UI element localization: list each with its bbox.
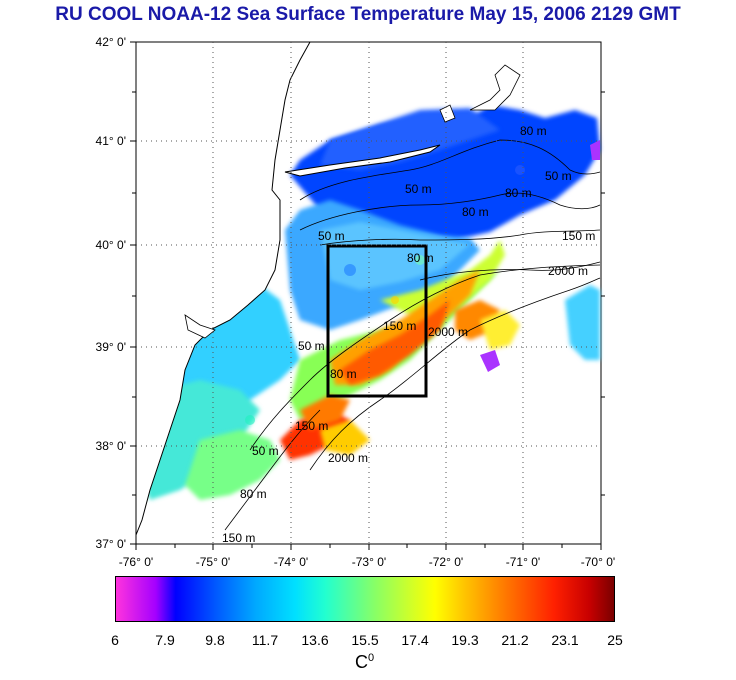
lat-label: 39° 0'	[96, 340, 126, 354]
isobath-label: 80 m	[462, 205, 489, 219]
lat-label: 38° 0'	[96, 439, 126, 453]
isobath-label: 2000 m	[328, 451, 368, 465]
colorbar-tick: 6	[111, 632, 119, 648]
colorbar-tick: 15.5	[351, 632, 379, 648]
isobath-label: 50 m	[298, 339, 325, 353]
isobath-label: 150 m	[295, 419, 328, 433]
colorbar-tick: 11.7	[251, 632, 279, 648]
isobath-label: 80 m	[520, 124, 547, 138]
isobath-label: 50 m	[252, 444, 279, 458]
isobath-label: 80 m	[330, 367, 357, 381]
unit-superscript: 0	[368, 652, 375, 664]
lat-label: 42° 0'	[96, 35, 126, 49]
isobath-label: 80 m	[240, 487, 267, 501]
unit-base: C	[355, 652, 368, 672]
isobath-label: 150 m	[383, 319, 416, 333]
colorbar-tick: 23.1	[551, 632, 579, 648]
isobath-labels: 50 m 50 m 80 m 80 m 150 m 2000 m 50 m 80…	[222, 124, 595, 545]
isobath-label: 2000 m	[428, 325, 468, 339]
colorbar-tick: 19.3	[451, 632, 479, 648]
lat-label: 40° 0'	[96, 238, 126, 252]
colorbar-tick: 21.2	[501, 632, 529, 648]
colorbar-tick: 7.9	[155, 632, 175, 648]
isobath-label: 150 m	[222, 531, 255, 545]
map-title: RU COOL NOAA-12 Sea Surface Temperature …	[55, 4, 681, 25]
isobath-label: 80 m	[505, 186, 532, 200]
colorbar-tick: 9.8	[205, 632, 225, 648]
lon-label: -71° 0'	[506, 555, 540, 569]
lat-labels: 42° 0' 41° 0' 40° 0' 39° 0' 38° 0' 37° 0…	[96, 35, 126, 551]
lat-label: 41° 0'	[96, 134, 126, 148]
lon-label: -73° 0'	[352, 555, 386, 569]
isobath-label: 150 m	[562, 229, 595, 243]
lat-label: 37° 0'	[96, 537, 126, 551]
lon-label: -76° 0'	[119, 555, 153, 569]
graticule	[136, 42, 601, 544]
isobath-label: 80 m	[407, 251, 434, 265]
lon-label: -75° 0'	[196, 555, 230, 569]
lon-label: -70° 0'	[581, 555, 615, 569]
isobaths	[224, 139, 601, 531]
colorbar-tick: 17.4	[401, 632, 429, 648]
coastline	[135, 41, 521, 536]
study-area-box	[326, 244, 428, 398]
isobath-label: 50 m	[545, 169, 572, 183]
colorbar	[115, 576, 615, 622]
lon-label: -72° 0'	[429, 555, 463, 569]
isobath-label: 50 m	[405, 182, 432, 196]
lon-label: -74° 0'	[274, 555, 308, 569]
colorbar-tick: 25	[607, 632, 623, 648]
lon-labels: -76° 0' -75° 0' -74° 0' -73° 0' -72° 0' …	[119, 555, 615, 569]
isobath-label: 50 m	[318, 229, 345, 243]
colorbar-unit: C0	[355, 652, 374, 673]
axis-ticks	[130, 41, 605, 550]
colorbar-tick: 13.6	[301, 632, 329, 648]
isobath-label: 2000 m	[548, 264, 588, 278]
